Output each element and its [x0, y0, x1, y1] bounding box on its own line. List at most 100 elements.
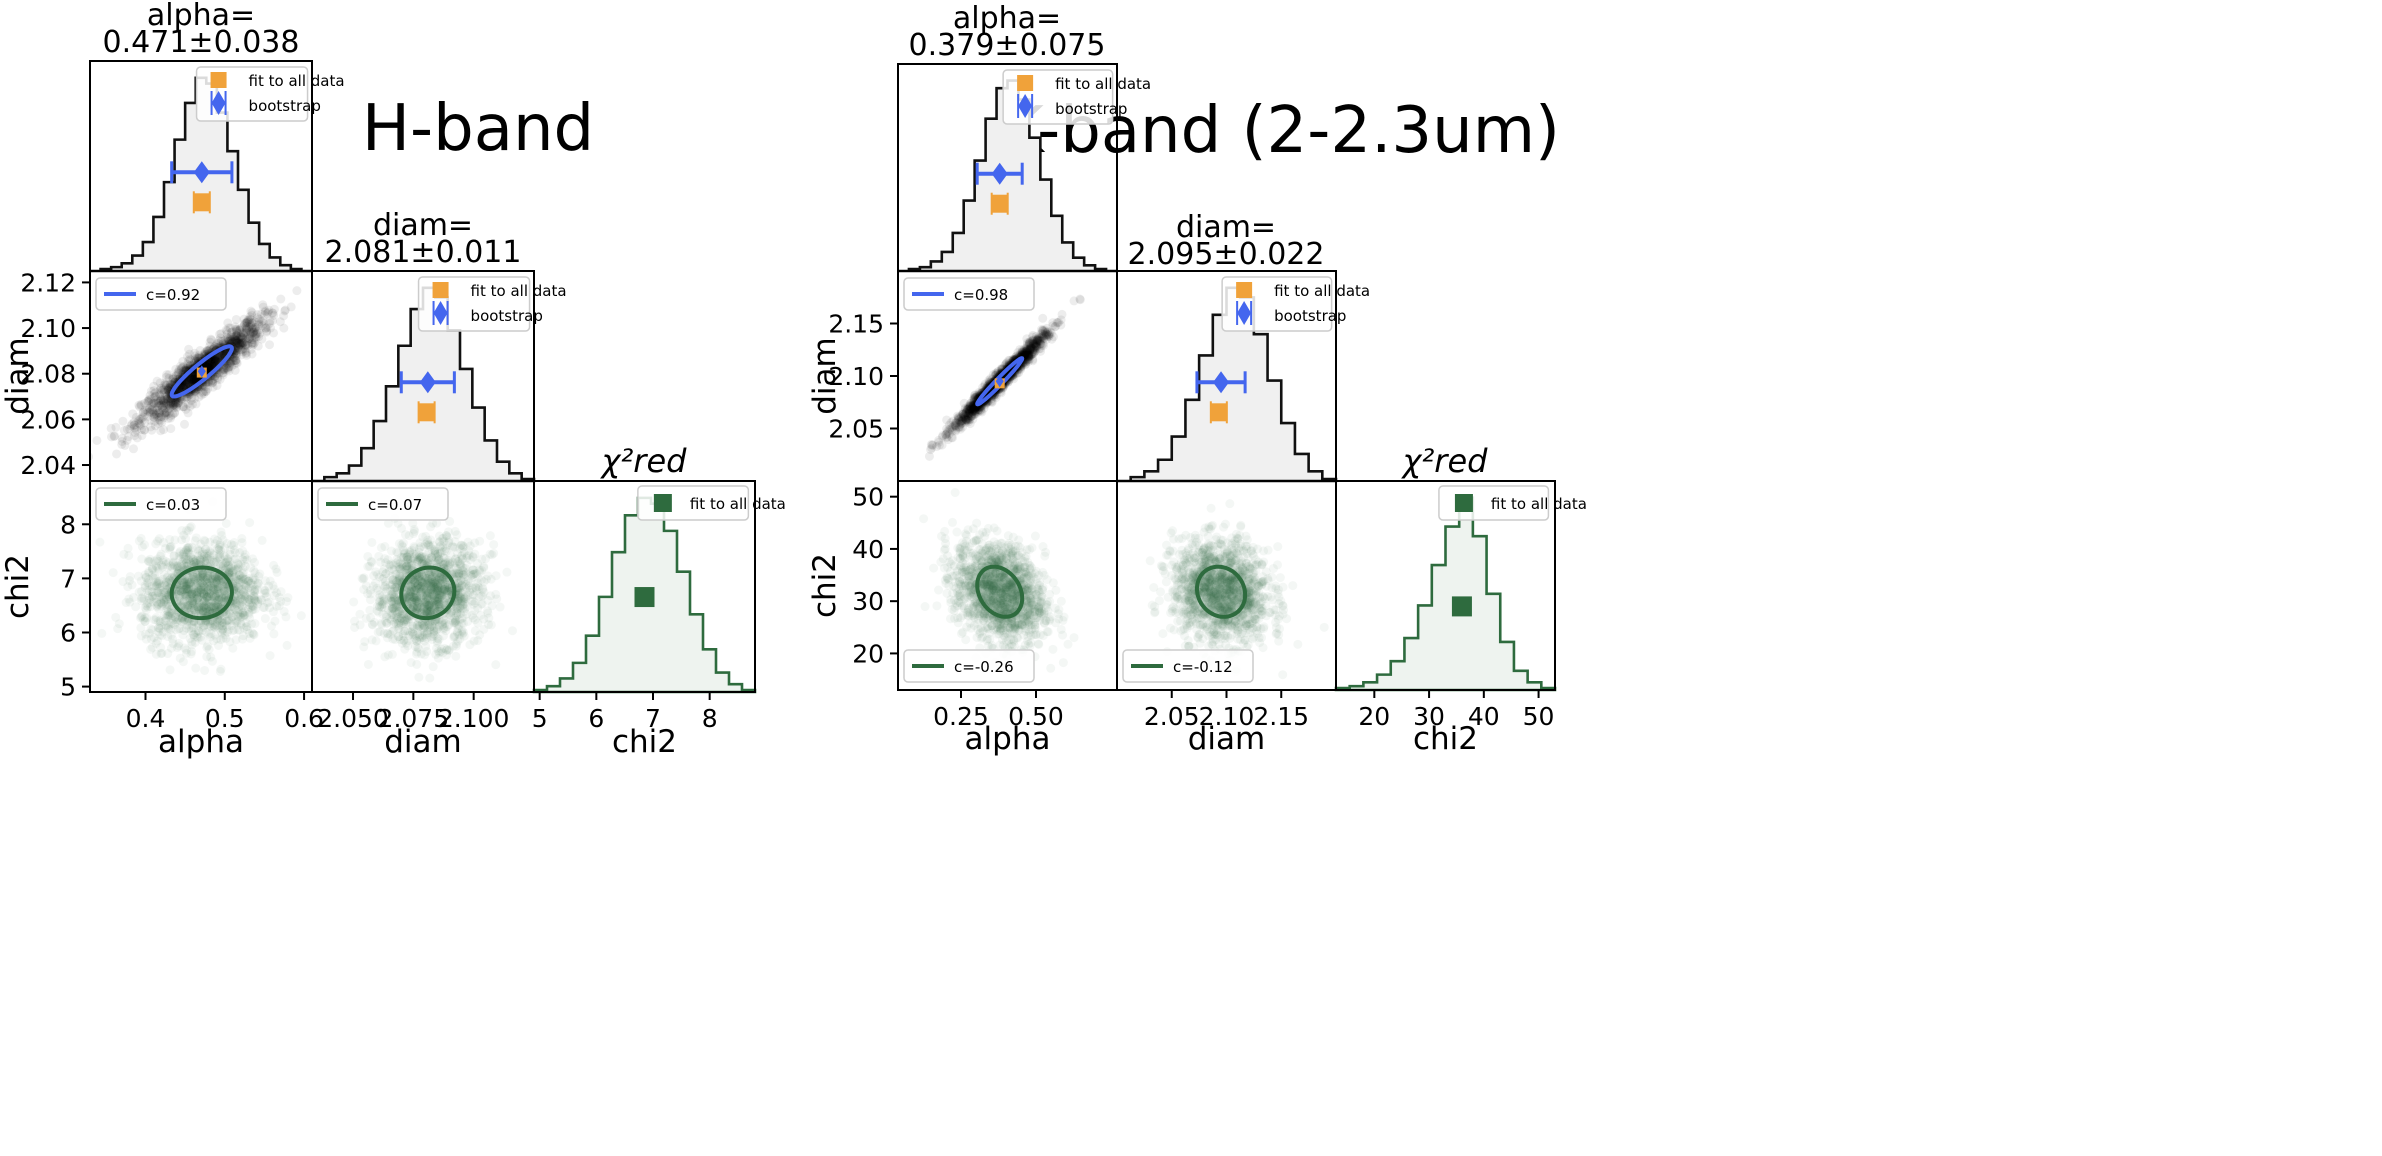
scatter-point — [227, 568, 237, 578]
scatter-point — [248, 580, 258, 590]
scatter-point — [420, 650, 430, 660]
scatter-point — [427, 582, 437, 592]
scatter-point — [237, 340, 247, 350]
scatter-point — [415, 633, 425, 643]
scatter-point — [174, 565, 184, 575]
y-tick-label-chi2: 8 — [60, 510, 76, 539]
scatter-point — [183, 542, 193, 552]
scatter-point — [413, 581, 423, 591]
scatter-point — [237, 338, 247, 348]
bootstrap-marker-diam — [1213, 371, 1230, 394]
scatter-point — [209, 636, 219, 646]
scatter-point — [237, 600, 247, 610]
scatter-point — [457, 540, 467, 550]
scatter-point — [453, 636, 463, 646]
scatter-point — [433, 579, 443, 589]
scatter-point — [159, 610, 169, 620]
scatter-point — [374, 593, 384, 603]
scatter-point — [489, 540, 499, 550]
scatter-point — [199, 621, 209, 631]
scatter-point — [243, 338, 253, 348]
scatter-point — [190, 394, 200, 404]
scatter-point — [269, 584, 279, 594]
scatter-point — [438, 579, 448, 589]
scatter-point — [223, 334, 233, 344]
scatter-point — [210, 592, 220, 602]
scatter-point — [191, 558, 201, 568]
title-diam-value: 2.095±0.022 — [1128, 237, 1325, 272]
scatter-point — [417, 621, 427, 631]
scatter-point — [190, 356, 200, 366]
scatter-point — [238, 595, 248, 605]
scatter-point — [216, 562, 226, 572]
scatter-point — [246, 344, 256, 354]
scatter-point — [168, 403, 178, 413]
scatter-point — [507, 626, 517, 636]
scatter-point — [161, 407, 171, 417]
scatter-point — [231, 616, 241, 626]
scatter-point — [406, 559, 416, 569]
scatter-point — [237, 328, 247, 338]
scatter-point — [237, 576, 247, 586]
scatter-point — [229, 572, 239, 582]
scatter-point — [189, 374, 199, 384]
scatter-point — [467, 573, 477, 583]
scatter-point — [437, 586, 447, 596]
scatter-point — [179, 595, 189, 605]
scatter-point — [383, 518, 393, 528]
scatter-point — [457, 614, 467, 624]
scatter-point — [413, 581, 423, 591]
scatter-point — [208, 355, 218, 365]
scatter-point — [189, 572, 199, 582]
scatter-point — [164, 610, 174, 620]
scatter-point — [164, 611, 174, 621]
scatter-point — [209, 356, 219, 366]
scatter-point — [478, 583, 488, 593]
scatter-point — [193, 592, 203, 602]
scatter-point — [172, 586, 182, 596]
scatter-point — [213, 618, 223, 628]
scatter-point — [451, 568, 461, 578]
scatter-point — [423, 593, 433, 603]
scatter-point — [162, 578, 172, 588]
scatter-point — [215, 588, 225, 598]
scatter-point — [425, 589, 435, 599]
scatter-point — [423, 600, 433, 610]
scatter-point — [174, 624, 184, 634]
scatter-point — [408, 603, 418, 613]
scatter-point — [380, 554, 390, 564]
scatter-point — [402, 552, 412, 562]
scatter-point — [454, 585, 464, 595]
scatter-point — [237, 534, 247, 544]
scatter-point — [404, 597, 414, 607]
scatter-point — [453, 610, 463, 620]
scatter-point — [434, 583, 444, 593]
scatter-point — [454, 568, 464, 578]
scatter-point — [399, 635, 409, 645]
scatter-point — [367, 537, 377, 547]
scatter-point — [189, 584, 199, 594]
scatter-point — [402, 561, 412, 571]
scatter-point — [457, 587, 467, 597]
scatter-point — [421, 584, 431, 594]
scatter-point — [140, 409, 150, 419]
scatter-point — [152, 597, 162, 607]
scatter-point — [242, 350, 252, 360]
scatter-point — [419, 578, 429, 588]
scatter-point — [151, 398, 161, 408]
scatter-point — [171, 625, 181, 635]
scatter-point — [481, 554, 491, 564]
scatter-point — [238, 608, 248, 618]
scatter-point — [434, 601, 444, 611]
scatter-point — [248, 554, 258, 564]
scatter-point — [166, 566, 176, 576]
scatter-point — [394, 573, 404, 583]
scatter-point — [172, 584, 182, 594]
scatter-point — [387, 603, 397, 613]
scatter-point — [186, 355, 196, 365]
scatter-point — [414, 621, 424, 631]
scatter-point — [153, 586, 163, 596]
scatter-point — [425, 673, 435, 683]
scatter-point — [162, 573, 172, 583]
scatter-point — [157, 394, 167, 404]
